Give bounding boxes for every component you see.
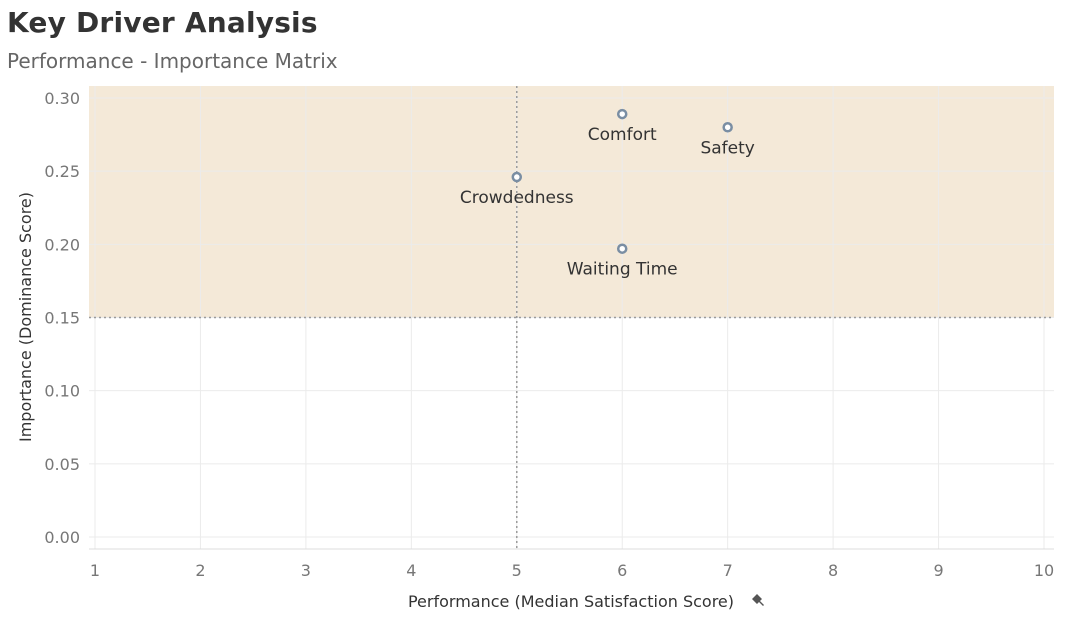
y-tick-label: 0.30 bbox=[44, 89, 80, 108]
x-tick-label: 8 bbox=[828, 561, 838, 580]
y-tick-label: 0.15 bbox=[44, 309, 80, 328]
chart-title: Key Driver Analysis bbox=[7, 6, 318, 39]
x-tick-label: 6 bbox=[617, 561, 627, 580]
x-tick-label: 10 bbox=[1034, 561, 1054, 580]
data-point[interactable] bbox=[511, 171, 523, 183]
data-point[interactable] bbox=[616, 243, 628, 254]
x-tick-label: 2 bbox=[195, 561, 205, 580]
data-point[interactable] bbox=[722, 122, 733, 133]
y-tick-label: 0.20 bbox=[44, 235, 80, 254]
pin-icon[interactable] bbox=[752, 594, 764, 606]
point-label: Waiting Time bbox=[567, 260, 678, 280]
x-tick-label: 1 bbox=[90, 561, 100, 580]
x-tick-label: 4 bbox=[406, 561, 416, 580]
x-tick-label: 3 bbox=[301, 561, 311, 580]
y-tick-label: 0.25 bbox=[44, 162, 80, 181]
chart-subtitle: Performance - Importance Matrix bbox=[7, 49, 338, 73]
point-label: Safety bbox=[700, 138, 754, 158]
y-tick-label: 0.05 bbox=[44, 455, 80, 474]
data-point[interactable] bbox=[616, 108, 628, 120]
x-axis-title: Performance (Median Satisfaction Score) bbox=[408, 592, 734, 611]
y-tick-label: 0.10 bbox=[44, 382, 80, 401]
point-label: Comfort bbox=[588, 125, 657, 145]
point-label: Crowdedness bbox=[460, 188, 574, 208]
y-axis-title: Importance (Dominance Score) bbox=[16, 192, 35, 442]
x-tick-label: 5 bbox=[512, 561, 522, 580]
highlight-region bbox=[89, 86, 1054, 318]
x-tick-label: 7 bbox=[723, 561, 733, 580]
x-tick-label: 9 bbox=[933, 561, 943, 580]
y-tick-label: 0.00 bbox=[44, 528, 80, 547]
